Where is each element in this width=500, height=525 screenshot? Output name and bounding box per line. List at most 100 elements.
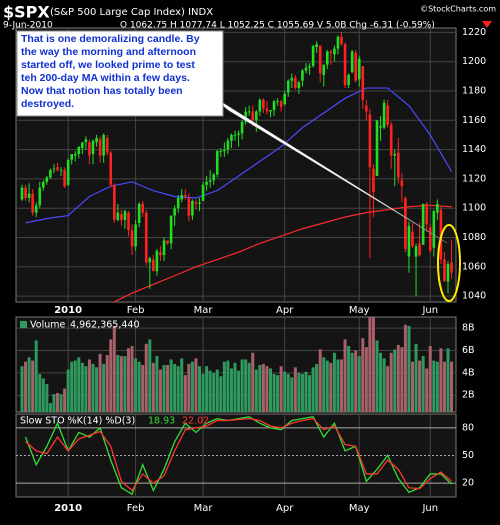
- volume-bar: [109, 339, 113, 412]
- candle-body: [436, 203, 439, 213]
- candle-body: [322, 64, 326, 75]
- candle-body: [443, 259, 446, 282]
- volume-bar: [375, 340, 379, 412]
- candle-body: [247, 111, 251, 113]
- y-tick-label: 20: [462, 478, 474, 489]
- volume-bar: [386, 366, 390, 412]
- volume-bar: [403, 324, 407, 412]
- candle-body: [120, 214, 123, 220]
- candle-body: [432, 211, 436, 248]
- candle-body: [191, 200, 194, 216]
- volume-bar: [325, 360, 329, 412]
- candle-body: [389, 124, 393, 156]
- x-tick-label: May: [349, 503, 370, 514]
- candle-body: [176, 197, 180, 209]
- annotation-line: the way the morning and afternoon: [21, 46, 196, 58]
- volume-bar: [102, 363, 106, 412]
- volume-plot: [20, 317, 454, 412]
- chart-layer: 2010 2010 Feb Feb Mar Mar Apr Apr May May Jun Jun 10…: [16, 27, 486, 514]
- candle-body: [84, 139, 88, 143]
- candle-body: [148, 258, 152, 263]
- legend-swatch: [20, 321, 27, 328]
- x-tick-label: 2010: [54, 503, 82, 514]
- candle-body: [318, 45, 322, 74]
- candle-body: [59, 170, 63, 171]
- candle-body: [116, 212, 120, 220]
- volume-bar: [418, 360, 422, 412]
- candle-body: [137, 203, 141, 223]
- volume-bar: [34, 340, 38, 412]
- volume-bar: [265, 366, 269, 412]
- volume-bar: [389, 352, 393, 412]
- candle-body: [223, 149, 226, 152]
- y-tick-label: 4B: [462, 367, 475, 378]
- volume-bar: [244, 359, 248, 412]
- candle-body: [315, 44, 318, 48]
- candle-body: [212, 174, 215, 181]
- candle-body: [42, 181, 45, 188]
- volume-bar: [439, 348, 443, 412]
- volume-bar: [52, 394, 56, 412]
- candle-body: [20, 187, 24, 200]
- candle-body: [361, 66, 365, 100]
- candle-body: [258, 99, 262, 112]
- volume-bar: [269, 368, 272, 412]
- volume-bar: [272, 374, 276, 412]
- volume-bar: [158, 369, 162, 412]
- volume-bar: [98, 353, 102, 412]
- volume-bar: [276, 375, 280, 412]
- volume-bar: [446, 348, 450, 412]
- y-tick-label: 6B: [462, 345, 475, 356]
- volume-bar: [80, 362, 84, 412]
- annotation-line: teh 200-day MA within a few days.: [21, 72, 190, 84]
- candle-body: [233, 134, 237, 136]
- volume-bar: [198, 366, 201, 412]
- volume-bar: [95, 367, 99, 412]
- stoch-line: [24, 416, 452, 496]
- candle-body: [155, 250, 159, 272]
- volume-bar: [59, 394, 63, 412]
- volume-bar: [208, 370, 212, 412]
- volume-bar: [297, 372, 301, 412]
- volume-bar: [393, 349, 397, 412]
- volume-bar: [414, 343, 418, 412]
- candle-body: [198, 202, 201, 204]
- volume-bar: [435, 361, 439, 412]
- y-tick-label: 50: [462, 450, 474, 461]
- y-tick-label: 1180: [462, 86, 486, 97]
- candle-body: [333, 48, 336, 55]
- volume-bar: [201, 374, 205, 412]
- volume-bar: [212, 372, 216, 412]
- candle-body: [215, 151, 219, 175]
- legend-value: 18.93: [148, 416, 175, 427]
- candle-body: [400, 180, 404, 187]
- volume-bar: [247, 362, 251, 412]
- y-tick-label: 2B: [462, 390, 475, 401]
- volume-bar: [229, 368, 233, 412]
- volume-bar: [279, 366, 283, 412]
- volume-bar: [119, 356, 123, 412]
- volume-bar: [407, 325, 411, 412]
- volume-bar: [322, 357, 326, 412]
- x-tick-label: Apr: [276, 503, 294, 514]
- candle-body: [272, 101, 276, 111]
- candle-body: [414, 246, 418, 257]
- y-tick-label: 1040: [462, 291, 486, 302]
- candle-body: [113, 184, 116, 220]
- volume-bar: [166, 365, 170, 412]
- volume-bar: [343, 339, 347, 412]
- legend-title: Volume: [30, 320, 65, 331]
- moving-average: [25, 87, 453, 224]
- volume-bar: [425, 368, 429, 412]
- candle-body: [105, 137, 109, 153]
- candle-body: [393, 154, 397, 156]
- volume-bar: [77, 357, 81, 412]
- candle-body: [130, 230, 134, 247]
- candle-body: [244, 111, 247, 122]
- volume-bar: [41, 378, 45, 412]
- x-tick-label: May: [349, 305, 370, 316]
- y-tick-label: 80: [462, 422, 474, 433]
- volume-bar: [105, 355, 109, 412]
- candle-body: [397, 152, 400, 178]
- volume-bar: [240, 359, 244, 412]
